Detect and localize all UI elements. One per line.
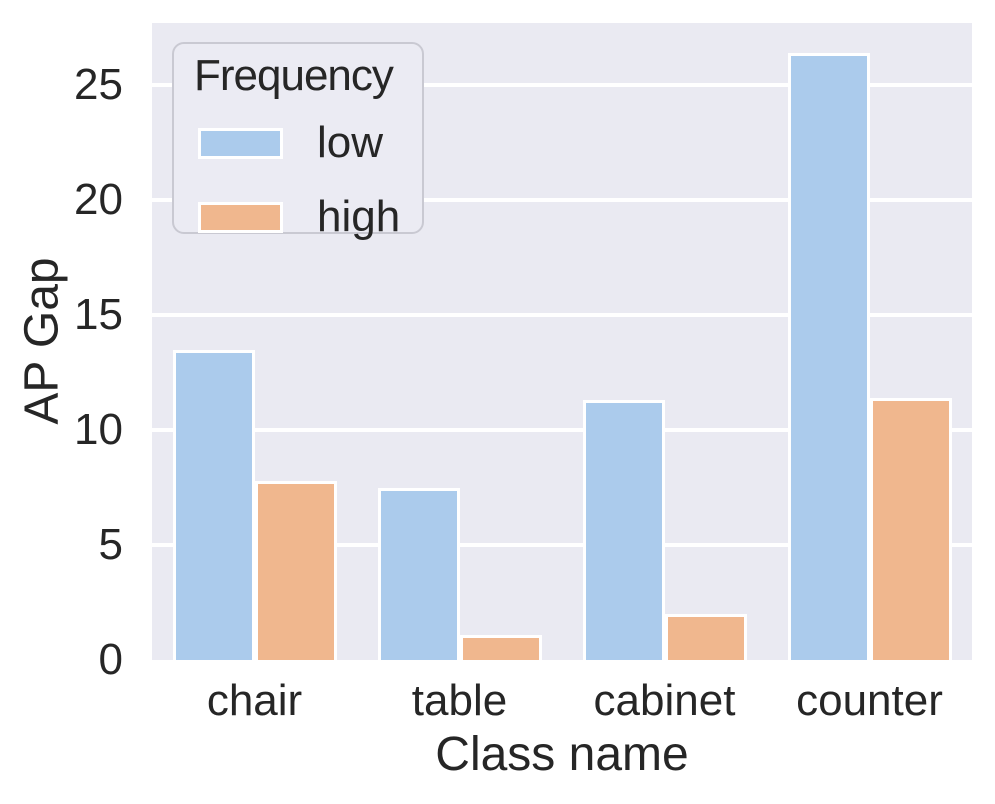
y-tick-label-20: 20 xyxy=(74,175,123,225)
legend: Frequency low high xyxy=(172,42,424,240)
bar-table-high xyxy=(459,634,542,660)
gridline-y10 xyxy=(152,428,972,432)
y-tick-label-0: 0 xyxy=(98,635,123,684)
bar-chair-low xyxy=(172,349,255,660)
x-tick-label-cabinet: cabinet xyxy=(593,676,736,725)
y-tick-label-25: 25 xyxy=(74,60,123,110)
legend-swatch-high xyxy=(198,201,283,233)
legend-entry-low: low xyxy=(198,120,422,166)
y-axis-label: AP Gap xyxy=(15,257,69,425)
bar-cabinet-low xyxy=(582,400,665,660)
bar-chair-high xyxy=(254,480,337,660)
gridline-y5 xyxy=(152,543,972,547)
bar-counter-high xyxy=(869,397,952,660)
gridline-y20 xyxy=(152,198,972,202)
x-tick-label-counter: counter xyxy=(796,676,943,725)
legend-label-high: high xyxy=(317,192,401,241)
bar-cabinet-high xyxy=(664,614,747,660)
x-axis-label: Class name xyxy=(435,728,689,781)
legend-swatch-low xyxy=(198,127,283,159)
gridline-y25 xyxy=(152,83,972,87)
x-tick-label-table: table xyxy=(411,676,508,725)
legend-entry-high: high xyxy=(198,194,422,240)
plot-area xyxy=(152,23,972,660)
legend-title: Frequency xyxy=(194,51,394,100)
legend-entries: low high xyxy=(174,120,422,240)
x-tick-label-chair: chair xyxy=(206,676,303,725)
legend-label-low: low xyxy=(317,118,384,167)
bar-counter-low xyxy=(787,52,870,660)
y-tick-label-15: 15 xyxy=(74,290,123,340)
y-tick-label-5: 5 xyxy=(98,520,123,570)
y-tick-label-10: 10 xyxy=(74,405,123,455)
gridline-y15 xyxy=(152,313,972,317)
bar-table-low xyxy=(377,487,460,660)
